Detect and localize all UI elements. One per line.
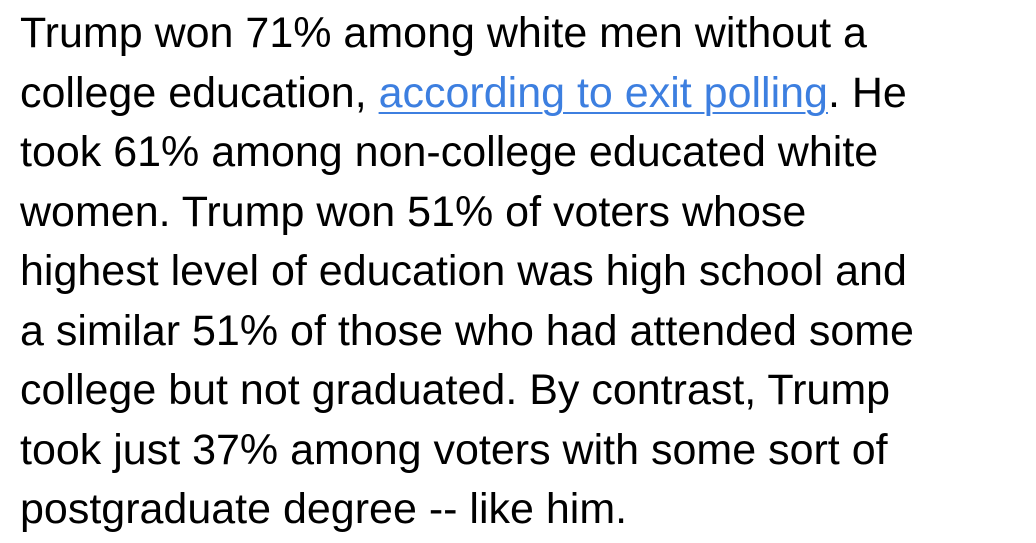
paragraph-line: a similar 51% of those who had attended … (20, 306, 914, 355)
paragraph-line: women. Trump won 51% of voters whose (20, 187, 807, 236)
paragraph-line: Trump won 71% among white men without a (20, 9, 867, 57)
paragraph-line: took 61% among non-college educated whit… (20, 128, 879, 176)
paragraph-line: college education, according to exit pol… (20, 64, 914, 124)
line-text: college education, (20, 68, 379, 117)
line-text: . He (827, 68, 907, 117)
paragraph-line: postgraduate degree -- like him. (20, 485, 628, 533)
article-paragraph: Trump won 71% among white men without a … (20, 4, 914, 540)
paragraph-line: college but not graduated. By contrast, … (20, 366, 891, 414)
paragraph-line: took just 37% among voters with some sor… (20, 425, 888, 474)
exit-polling-link[interactable]: according to exit polling (378, 68, 828, 117)
paragraph-line: highest level of education was high scho… (20, 247, 907, 295)
